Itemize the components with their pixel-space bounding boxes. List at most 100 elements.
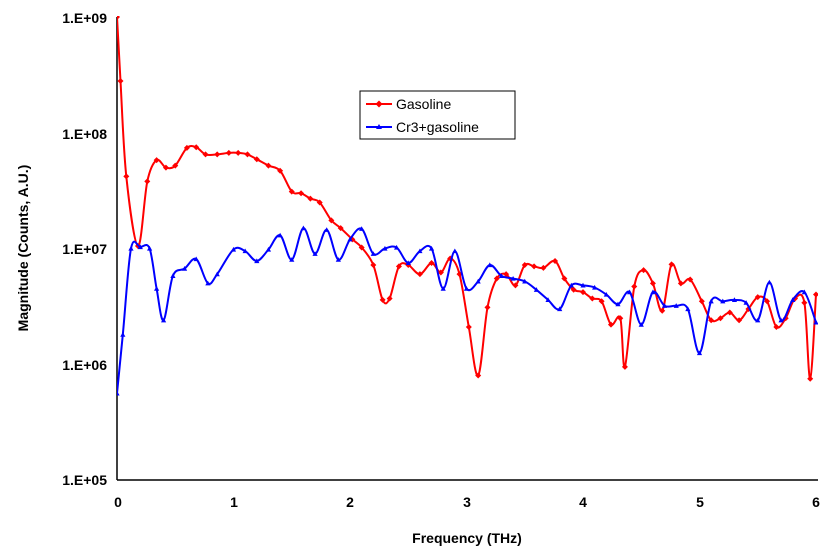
x-tick-label-5: 5 (696, 494, 704, 510)
data-point-gasoline-44 (540, 264, 547, 271)
data-point-cr3-gasoline-27 (405, 260, 411, 266)
data-point-gasoline-21 (316, 199, 323, 206)
data-point-cr3-gasoline-58 (766, 279, 772, 285)
data-point-cr3-gasoline-0 (117, 390, 120, 396)
y-tick-label-1e06: 1.E+06 (62, 357, 107, 373)
data-point-gasoline-23 (337, 225, 344, 232)
data-point-gasoline-25 (358, 244, 365, 251)
data-point-gasoline-17 (277, 167, 284, 174)
x-tick-label-0: 0 (114, 494, 122, 510)
data-point-gasoline-22 (328, 217, 335, 224)
data-point-cr3-gasoline-20 (324, 227, 330, 232)
data-point-cr3-gasoline-13 (242, 248, 248, 254)
data-point-cr3-gasoline-50 (673, 303, 679, 308)
legend-box (359, 90, 516, 140)
data-point-cr3-gasoline-32 (463, 286, 470, 291)
data-point-cr3-gasoline-44 (603, 291, 609, 297)
data-point-gasoline-64 (726, 309, 733, 316)
data-point-cr3-gasoline-7 (170, 273, 176, 278)
y-tick-label-1e05: 1.E+05 (62, 472, 107, 488)
legend-label-gasoline: Gasoline (396, 96, 451, 112)
data-point-gasoline-42 (521, 262, 528, 269)
data-point-gasoline-53 (621, 363, 628, 370)
data-point-cr3-gasoline-56 (743, 300, 749, 305)
series-line-gasoline (117, 16, 817, 380)
legend-marker-cr3-gasoline (376, 124, 382, 129)
data-point-gasoline-61 (698, 298, 705, 305)
y-tick-label-1e08: 1.E+08 (62, 126, 107, 142)
data-point-gasoline-0 (117, 16, 120, 20)
data-point-gasoline-46 (561, 275, 568, 282)
data-point-gasoline-36 (465, 323, 472, 330)
data-point-gasoline-28 (386, 295, 393, 302)
data-point-cr3-gasoline-17 (289, 257, 295, 262)
data-point-gasoline-62 (708, 317, 715, 324)
data-point-gasoline-50 (598, 298, 605, 305)
data-point-cr3-gasoline-25 (382, 245, 388, 251)
data-point-gasoline-52 (617, 315, 624, 322)
data-point-gasoline-7 (172, 162, 179, 169)
data-point-cr3-gasoline-31 (452, 248, 458, 254)
data-point-gasoline-47 (570, 286, 577, 293)
data-point-cr3-gasoline-29 (428, 245, 435, 251)
data-point-cr3-gasoline-39 (545, 297, 551, 302)
data-point-gasoline-6 (162, 164, 169, 171)
data-point-cr3-gasoline-54 (720, 298, 726, 304)
data-point-gasoline-60 (687, 276, 694, 283)
data-point-gasoline-10 (202, 151, 209, 158)
x-tick-label-1: 1 (230, 494, 238, 510)
data-point-gasoline-59 (677, 280, 684, 287)
legend-entry-cr3-gasoline: Cr3+gasoline (366, 119, 479, 135)
data-point-gasoline-41 (512, 282, 519, 289)
data-point-gasoline-58 (668, 261, 675, 268)
data-point-cr3-gasoline-36 (510, 275, 516, 281)
data-point-gasoline-39 (493, 275, 500, 282)
data-point-cr3-gasoline-55 (731, 297, 738, 302)
data-point-gasoline-48 (580, 289, 586, 296)
data-point-cr3-gasoline-61 (801, 289, 807, 295)
data-point-cr3-gasoline-37 (522, 278, 528, 284)
data-point-gasoline-19 (298, 190, 305, 197)
data-point-cr3-gasoline-19 (312, 251, 318, 256)
x-axis-title: Frequency (THz) (412, 530, 522, 546)
data-point-cr3-gasoline-10 (205, 280, 211, 286)
data-point-gasoline-51 (607, 321, 614, 328)
data-point-cr3-gasoline-59 (778, 317, 784, 323)
data-point-cr3-gasoline-41 (568, 282, 574, 288)
data-point-cr3-gasoline-1 (120, 332, 126, 337)
data-point-cr3-gasoline-42 (580, 282, 586, 288)
data-point-cr3-gasoline-15 (265, 246, 272, 252)
series-gasoline (117, 16, 818, 382)
data-point-cr3-gasoline-47 (638, 322, 644, 327)
data-point-gasoline-13 (235, 149, 242, 156)
data-point-gasoline-54 (631, 283, 638, 290)
data-point-cr3-gasoline-5 (154, 286, 160, 291)
data-point-cr3-gasoline-51 (685, 306, 691, 312)
data-point-gasoline-16 (265, 162, 272, 169)
data-point-cr3-gasoline-6 (161, 317, 167, 323)
data-point-gasoline-56 (649, 280, 656, 287)
data-point-cr3-gasoline-38 (533, 287, 539, 292)
data-point-cr3-gasoline-46 (627, 289, 633, 295)
data-point-gasoline-49 (589, 295, 596, 302)
data-point-cr3-gasoline-26 (394, 244, 400, 250)
data-point-cr3-gasoline-23 (359, 226, 365, 231)
data-point-gasoline-12 (225, 149, 232, 156)
x-tick-label-3: 3 (463, 494, 471, 510)
legend-marker-gasoline (375, 100, 383, 108)
data-point-gasoline-27 (379, 296, 386, 303)
data-point-cr3-gasoline-34 (487, 262, 493, 268)
data-point-gasoline-9 (193, 144, 200, 151)
x-tick-label-6: 6 (812, 494, 820, 510)
data-point-gasoline-2 (123, 173, 130, 180)
data-point-gasoline-74 (813, 291, 818, 298)
data-point-gasoline-69 (773, 323, 780, 330)
x-tick-label-4: 4 (579, 494, 587, 510)
legend-entry-gasoline: Gasoline (366, 96, 451, 112)
data-point-cr3-gasoline-62 (813, 319, 818, 325)
data-point-gasoline-38 (484, 304, 491, 311)
data-point-cr3-gasoline-45 (615, 301, 621, 307)
data-point-cr3-gasoline-57 (755, 317, 761, 323)
data-point-cr3-gasoline-40 (557, 306, 563, 312)
data-point-gasoline-5 (153, 157, 160, 164)
